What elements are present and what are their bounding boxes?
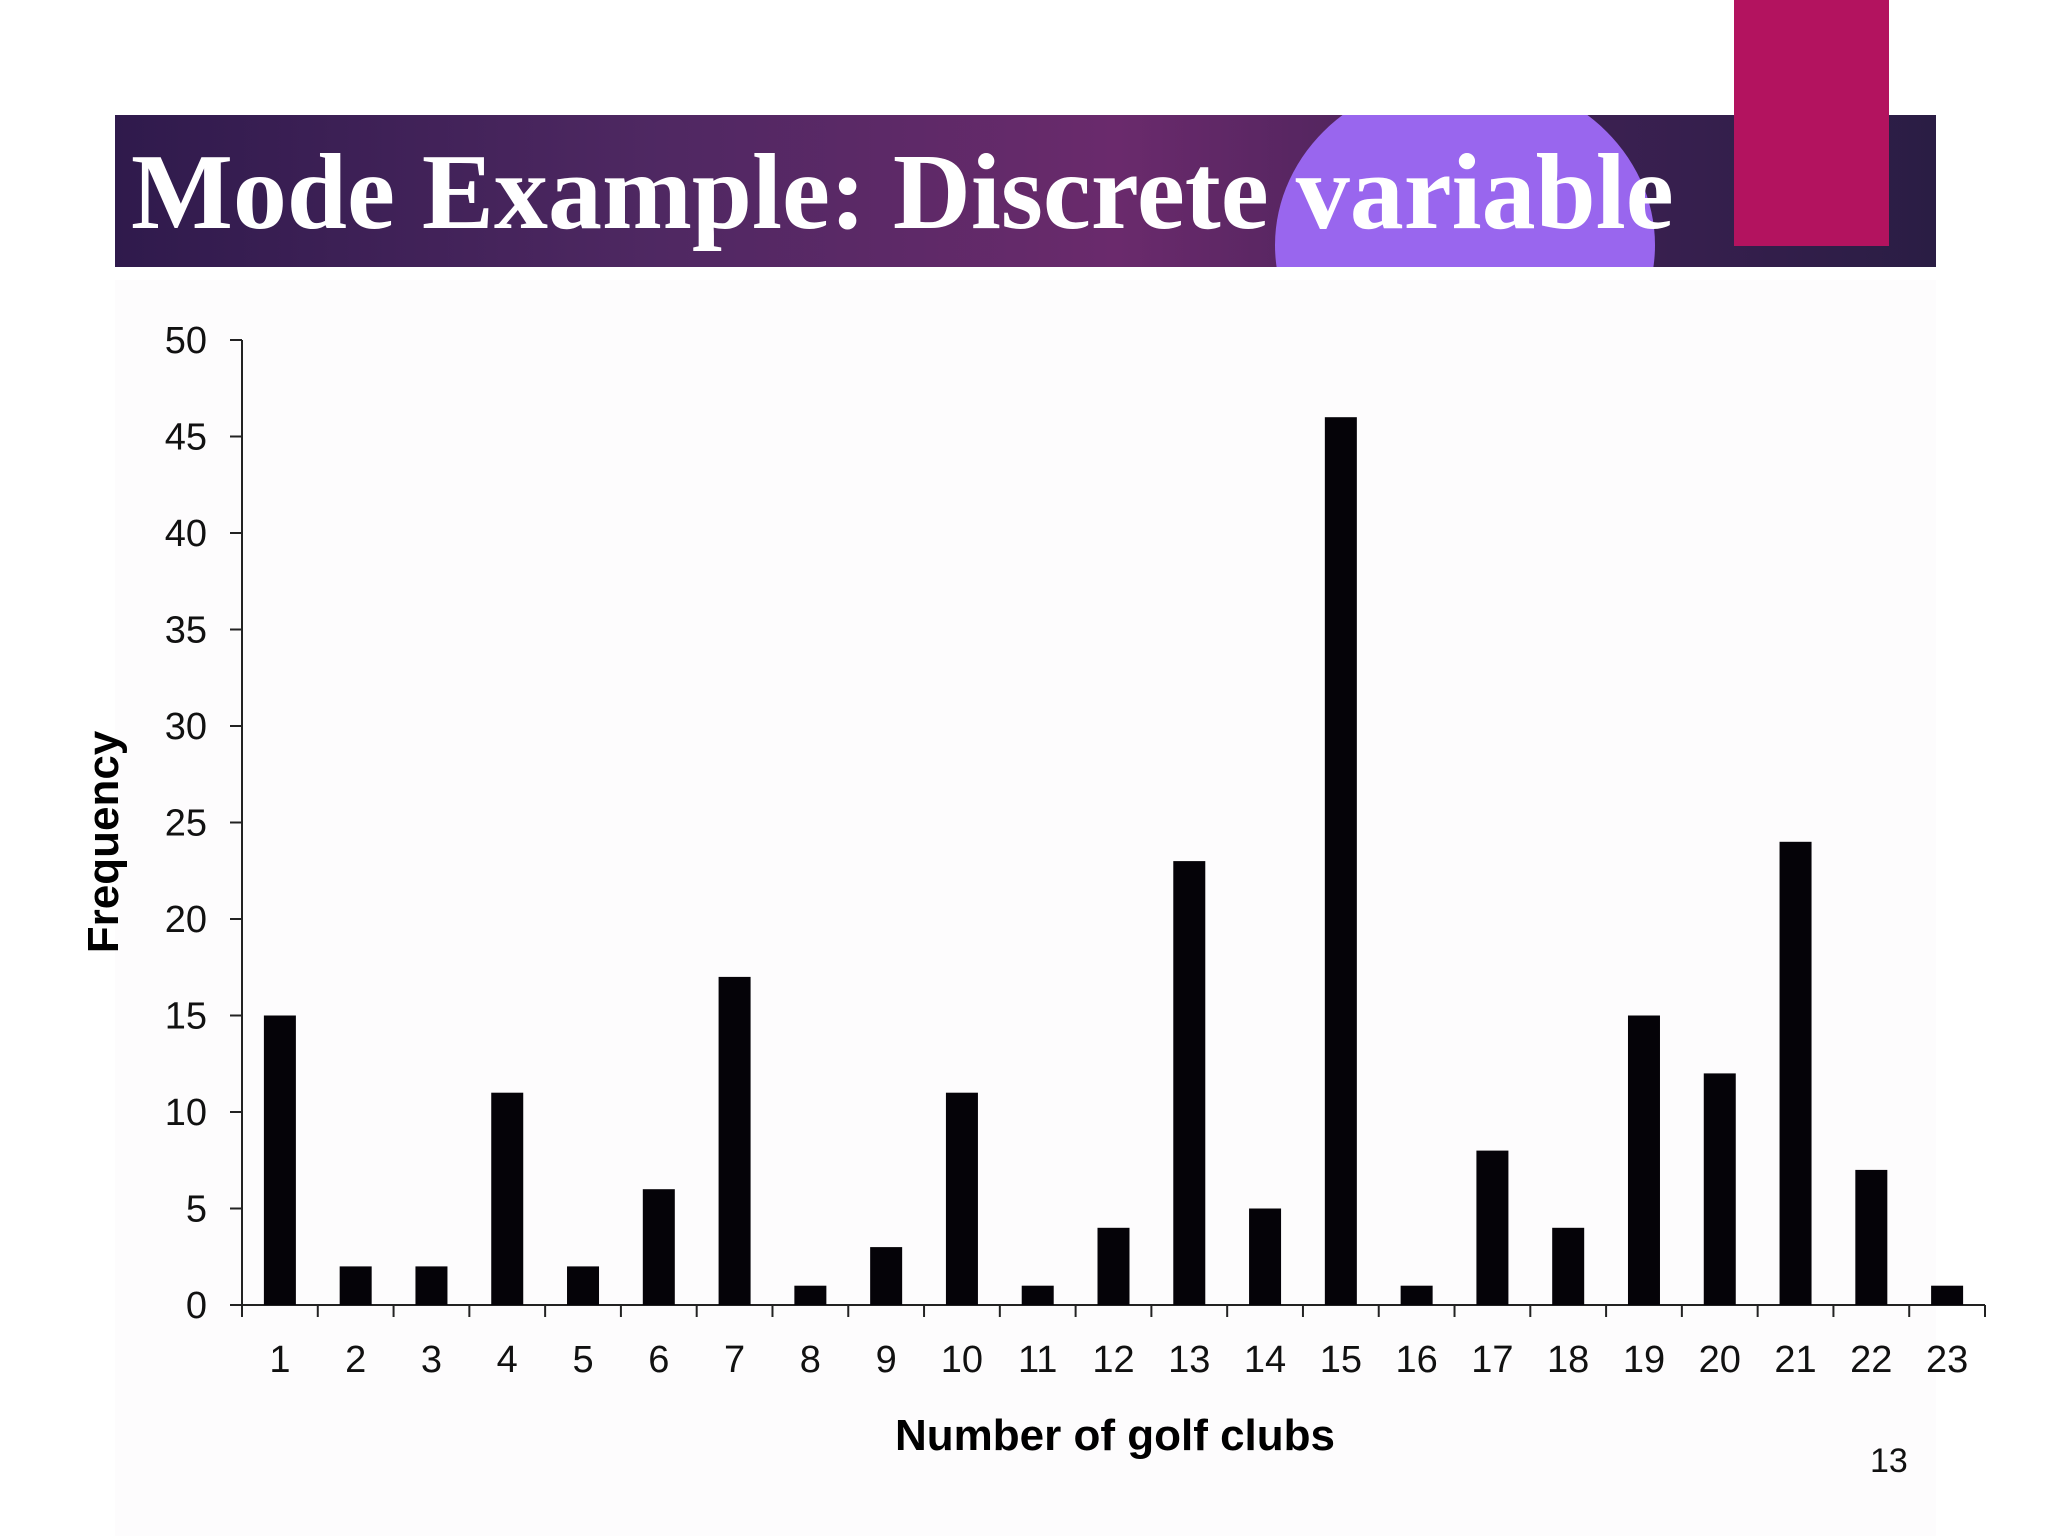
bar	[491, 1092, 524, 1305]
bar	[1552, 1227, 1585, 1305]
x-tick-label: 17	[1471, 1339, 1513, 1381]
x-tick-label: 14	[1244, 1339, 1286, 1381]
bar	[1627, 1015, 1660, 1305]
x-tick-label: 21	[1774, 1339, 1816, 1381]
plot-background	[115, 280, 1936, 1536]
x-tick-label: 19	[1623, 1339, 1665, 1381]
x-tick-label: 10	[941, 1339, 983, 1381]
x-tick-label: 22	[1850, 1339, 1892, 1381]
slide-title: Mode Example: Discrete variable	[131, 133, 1674, 252]
x-tick-label: 5	[572, 1339, 593, 1381]
x-tick-label: 3	[421, 1339, 442, 1381]
y-tick-label: 50	[165, 320, 207, 362]
title-band: Mode Example: Discrete variable	[115, 115, 1936, 267]
x-tick-label: 18	[1547, 1339, 1589, 1381]
x-tick-label: 7	[724, 1339, 745, 1381]
y-axis-title: Frequency	[79, 730, 128, 953]
y-tick-label: 10	[165, 1092, 207, 1134]
x-tick-label: 20	[1699, 1339, 1741, 1381]
y-tick-label: 25	[165, 803, 207, 845]
x-tick-label: 12	[1092, 1339, 1134, 1381]
y-tick-label: 5	[186, 1189, 207, 1231]
bar	[415, 1266, 448, 1305]
bar	[1931, 1285, 1964, 1305]
bars	[263, 417, 1964, 1305]
y-tick-label: 0	[186, 1285, 207, 1327]
y-tick-label: 45	[165, 417, 207, 459]
bar	[1173, 861, 1206, 1305]
accent-decoration	[1734, 0, 1889, 246]
x-tick-label: 16	[1395, 1339, 1437, 1381]
bar	[642, 1189, 675, 1305]
bar	[1021, 1285, 1054, 1305]
y-tick-label: 20	[165, 899, 207, 941]
y-axis: 0 5 10 15 20 25 30 35 40 45 50	[165, 320, 243, 1327]
bar	[567, 1266, 600, 1305]
bar	[794, 1285, 827, 1305]
bar	[1855, 1169, 1888, 1305]
y-tick-label: 15	[165, 996, 207, 1038]
bar	[1249, 1208, 1282, 1305]
y-tick-label: 35	[165, 610, 207, 652]
bar	[1097, 1227, 1130, 1305]
bar	[1476, 1150, 1509, 1305]
bar	[870, 1247, 903, 1305]
bar	[1400, 1285, 1433, 1305]
x-tick-label: 11	[1018, 1339, 1057, 1381]
bar	[718, 976, 751, 1305]
x-tick-label: 23	[1926, 1339, 1968, 1381]
x-tick-label: 8	[800, 1339, 821, 1381]
x-axis-title: Number of golf clubs	[895, 1411, 1335, 1460]
y-tick-label: 30	[165, 706, 207, 748]
bar	[263, 1015, 296, 1305]
page-number: 13	[1870, 1442, 1908, 1480]
x-tick-label: 2	[345, 1339, 366, 1381]
bar	[945, 1092, 978, 1305]
title-circle-decoration	[1275, 115, 1655, 267]
y-tick-label: 40	[165, 513, 207, 555]
x-tick-label: 15	[1320, 1339, 1362, 1381]
x-axis: 1 2 3 4 5 6 7 8 9 10 11 12 13 14 15 16 17 18 19 20 21 22 23	[241, 1304, 1986, 1381]
bar	[339, 1266, 372, 1305]
x-tick-label: 9	[876, 1339, 897, 1381]
x-tick-label: 4	[497, 1339, 518, 1381]
x-tick-label: 13	[1168, 1339, 1210, 1381]
bar	[1324, 417, 1357, 1305]
bar	[1703, 1073, 1736, 1305]
x-tick-label: 6	[648, 1339, 669, 1381]
x-tick-label: 1	[269, 1339, 290, 1381]
bar	[1779, 841, 1812, 1305]
